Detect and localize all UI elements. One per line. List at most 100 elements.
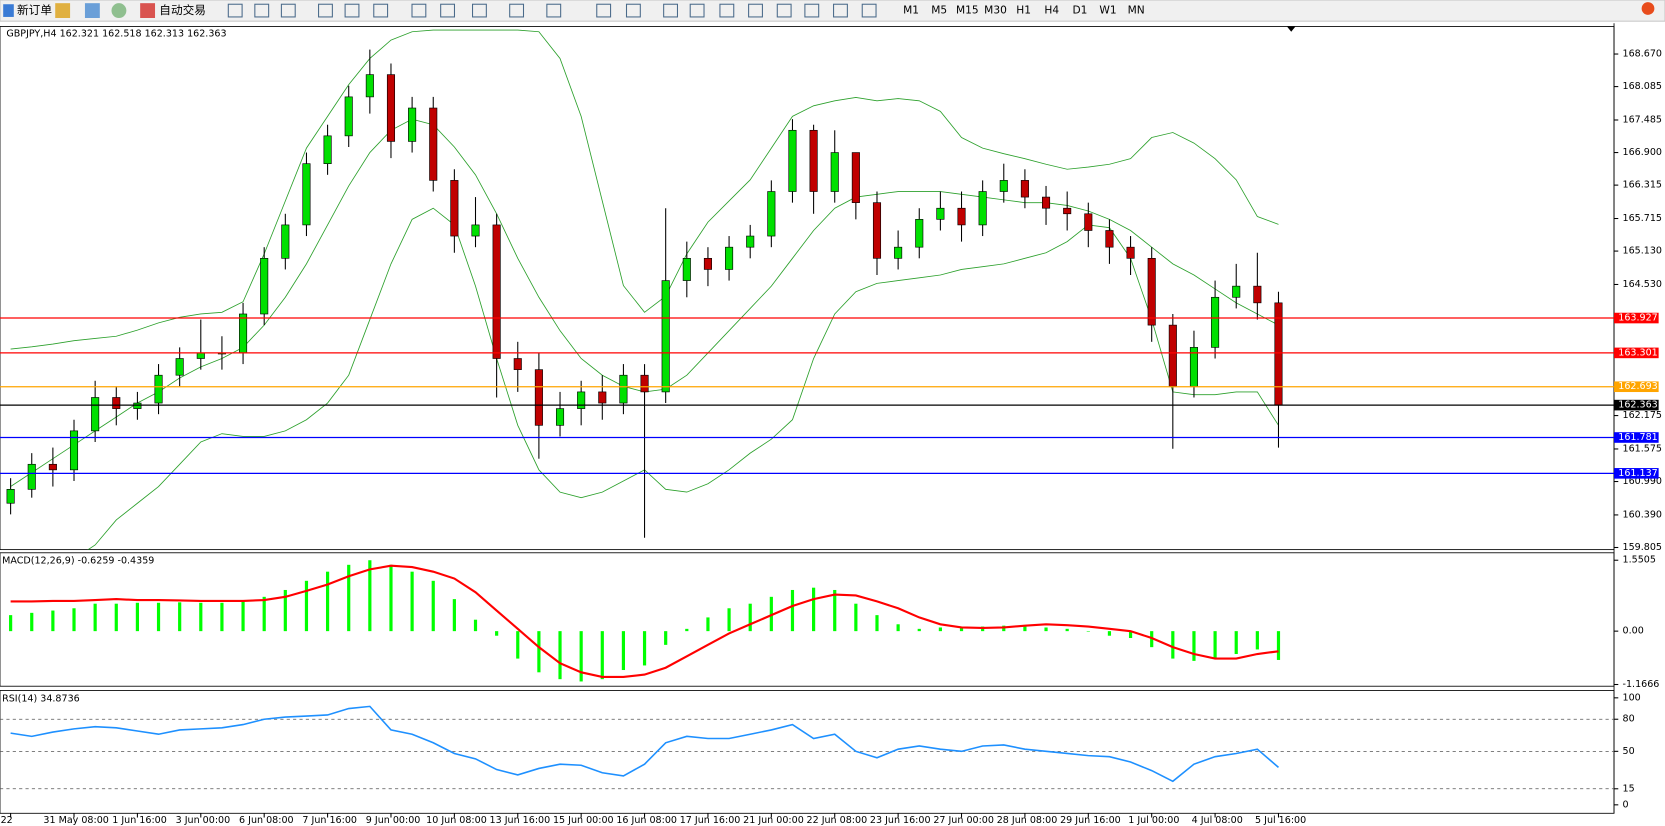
candle-body (513, 358, 522, 370)
macd-bar (1255, 631, 1259, 650)
y-tick-label: 168.670 (1623, 49, 1662, 60)
x-tick-label: 1 Jul 00:00 (1128, 815, 1179, 826)
candle-body (1063, 207, 1072, 215)
price-level-tag (1614, 399, 1659, 411)
tool-icon[interactable] (804, 3, 820, 18)
icon[interactable] (55, 3, 71, 19)
macd-bar (875, 615, 879, 632)
macd-bar (959, 627, 964, 632)
macd-bar (748, 603, 752, 632)
macd-bar (135, 602, 139, 632)
candle-body (894, 246, 903, 259)
timeframe-button[interactable]: W1 (1099, 5, 1116, 17)
macd-bar (199, 602, 203, 632)
icon (3, 4, 14, 17)
macd-bar (1171, 631, 1175, 659)
y-tick-label: 165.130 (1623, 246, 1662, 257)
tool-icon[interactable] (373, 3, 389, 18)
timeframe-button[interactable]: M1 (903, 5, 919, 17)
timeframe-button[interactable]: H4 (1044, 5, 1059, 17)
shift-marker (1286, 26, 1296, 32)
macd-bar (790, 589, 795, 632)
x-tick-label: 23 Jun 16:00 (870, 815, 931, 826)
candle-body (196, 352, 205, 359)
candle-body (323, 135, 332, 165)
timeframe-button[interactable]: H1 (1016, 5, 1031, 17)
macd-bar (72, 608, 76, 632)
candle-body (936, 207, 945, 220)
macd-bar (114, 603, 118, 632)
candle-body (788, 129, 797, 192)
price-level-tag (1614, 468, 1659, 479)
macd-bar (706, 617, 710, 632)
tool-icon[interactable] (546, 3, 562, 18)
tool-icon[interactable] (411, 3, 427, 18)
tool-icon[interactable] (280, 3, 296, 18)
tool-icon[interactable] (861, 3, 877, 18)
candle-body (429, 107, 438, 181)
tool-icon[interactable] (227, 3, 243, 18)
timeframe-button[interactable]: MN (1128, 5, 1145, 17)
macd-bar (431, 580, 435, 632)
y-tick-label: 1.5505 (1623, 555, 1656, 566)
tool-icon[interactable] (254, 3, 270, 18)
x-tick-label: 13 Jun 16:00 (490, 815, 551, 826)
y-tick-label: 166.900 (1623, 147, 1662, 158)
icon[interactable] (84, 3, 100, 19)
timeframe-button[interactable]: D1 (1072, 5, 1087, 17)
x-tick-label: 10 Jun 08:00 (426, 815, 487, 826)
macd-bar (727, 608, 731, 632)
candle-body (408, 107, 417, 142)
macd-bar (1192, 631, 1196, 661)
candle-body (1147, 257, 1156, 326)
y-tick-label: 0.00 (1623, 626, 1644, 637)
x-tick-label: 9 Jun 00:00 (366, 815, 421, 826)
timeframe-button[interactable]: M5 (931, 5, 947, 17)
icon[interactable] (140, 3, 156, 19)
price-level-label: 161.137 (1618, 468, 1657, 479)
macd-bar (30, 612, 34, 632)
x-tick-label: 31 May 08:00 (43, 815, 108, 826)
tool-icon[interactable] (833, 3, 848, 18)
tool-icon[interactable] (625, 3, 641, 18)
new-order-button[interactable]: 新订单 (17, 3, 52, 17)
macd-bar (1128, 631, 1133, 639)
tool-icon[interactable] (344, 3, 360, 18)
tool-icon[interactable] (440, 3, 456, 18)
macd-bar (156, 602, 161, 632)
y-tick-label: 50 (1623, 746, 1635, 757)
timeframe-button[interactable]: M30 (984, 5, 1007, 17)
tool-icon[interactable] (719, 3, 735, 18)
macd-bar (1107, 631, 1112, 636)
timeframe-button[interactable]: M15 (956, 5, 979, 17)
tool-icon[interactable] (509, 3, 525, 18)
tool-icon[interactable] (471, 3, 487, 18)
candle-body (661, 280, 670, 393)
price-level-label: 161.781 (1618, 432, 1657, 443)
indicator-title: MACD(12,26,9) -0.6259 -0.4359 (2, 556, 154, 567)
tool-icon[interactable] (596, 3, 612, 18)
auto-trade-button[interactable]: 自动交易 (159, 3, 206, 17)
tool-icon[interactable] (689, 3, 705, 18)
candle-body (365, 74, 374, 98)
macd-bar (812, 587, 816, 632)
candle-body (1211, 296, 1220, 348)
tool-icon[interactable] (318, 3, 333, 18)
x-tick-label: 27 Jun 00:00 (933, 815, 994, 826)
macd-bar (51, 610, 55, 632)
macd-bar (833, 589, 837, 632)
notification[interactable] (1641, 2, 1655, 15)
macd-bar (241, 601, 245, 632)
candle-body (48, 463, 57, 471)
icon[interactable] (111, 3, 127, 19)
candle-body (851, 152, 860, 203)
macd-bar (537, 631, 541, 673)
macd-bar (347, 564, 351, 632)
x-tick-label: 7 Jun 16:00 (302, 815, 357, 826)
tool-icon[interactable] (663, 3, 678, 18)
tool-icon[interactable] (776, 3, 792, 18)
candle-body (27, 463, 36, 490)
candle-body (746, 235, 755, 248)
tool-icon[interactable] (748, 3, 763, 18)
